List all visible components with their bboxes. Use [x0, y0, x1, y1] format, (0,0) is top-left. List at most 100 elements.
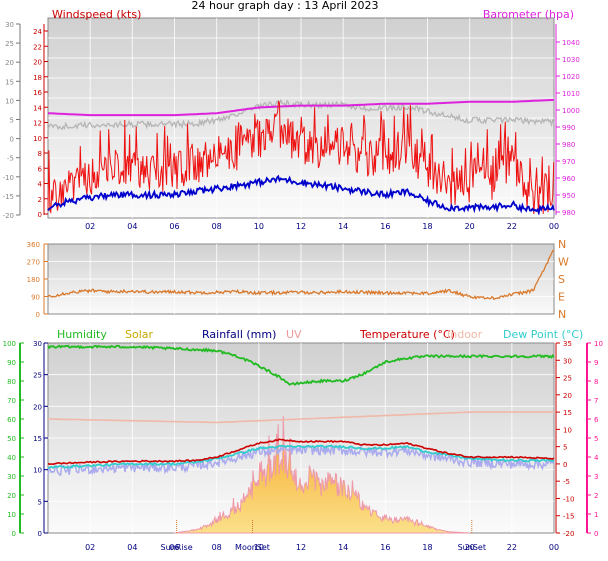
humidity-axis-label: 90 — [7, 359, 16, 367]
compass-label: S — [558, 273, 565, 286]
legend-uv: UV — [286, 328, 302, 341]
moonset-marker-label: MoonSet — [235, 543, 270, 552]
panel-temperature: Humidity Solar Rainfall (mm) UV Temperat… — [3, 328, 603, 552]
barometer-axis-label: 990 — [562, 124, 575, 132]
sunset-marker-label: SunSet — [458, 543, 486, 552]
windspeed-axis-label: 8 — [38, 150, 42, 158]
x-tick-label: 02 — [85, 543, 95, 552]
temp-axis-label: -15 — [563, 513, 574, 521]
panel-temp-series — [47, 344, 555, 534]
series-barometer-line — [47, 98, 555, 117]
legend-humidity: Humidity — [57, 328, 107, 341]
direction-axis-label: 180 — [27, 276, 40, 284]
outer-axis-label: 5 — [10, 117, 14, 125]
humidity-axis-label: 40 — [7, 454, 16, 462]
legend-solar: Solar — [125, 328, 154, 341]
series-temperature-line — [47, 438, 555, 466]
windspeed-axis-label: 18 — [33, 74, 42, 82]
temp-axis-label: 0 — [563, 461, 567, 469]
rain-axis-label: 20 — [33, 403, 42, 411]
windspeed-axis-label: 24 — [33, 28, 42, 36]
barometer-axis-label: 1010 — [562, 90, 580, 98]
windspeed-axis-label: 2 — [38, 196, 42, 204]
temp-axis-label: 10 — [563, 426, 572, 434]
barometer-axis-label: 980 — [562, 209, 575, 217]
x-tick-label: 16 — [380, 543, 390, 552]
temp-axis-label: 25 — [563, 375, 572, 383]
legend-dewpoint: Dew Point (°C) — [503, 328, 583, 341]
x-tick-label: 10 — [254, 222, 264, 231]
series-solar-area — [174, 415, 470, 534]
humidity-axis-label: 30 — [7, 473, 16, 481]
series-ghost-line — [47, 98, 555, 131]
x-tick-label: 22 — [507, 543, 517, 552]
windspeed-axis-label: 6 — [38, 165, 43, 173]
direction-axis-label: 90 — [31, 294, 40, 302]
series-indoor-line — [47, 411, 554, 424]
barometer-axis-label: 960 — [562, 175, 575, 183]
direction-axis-label: 360 — [27, 241, 40, 249]
windspeed-axis-label: 16 — [33, 89, 42, 97]
uv-axis-label: 9 — [594, 359, 598, 367]
x-tick-label: 12 — [296, 222, 306, 231]
panel-temp-events: SunRise MoonSet SunSet — [161, 520, 486, 552]
humidity-axis-label: 10 — [7, 511, 16, 519]
compass-label: E — [558, 291, 565, 304]
temp-axis-label: 15 — [563, 409, 572, 417]
humidity-axis-label: 50 — [7, 435, 16, 443]
uv-axis-label: 5 — [594, 435, 598, 443]
humidity-axis-label: 70 — [7, 397, 16, 405]
series-windspeed-line — [47, 100, 555, 215]
uv-axis-label: 0 — [594, 530, 598, 538]
uv-axis-label: 8 — [594, 378, 598, 386]
series-dewpoint-line — [47, 444, 555, 470]
legend-indoor: Indoor — [447, 328, 483, 341]
legend-temperature: Temperature (°C) — [359, 328, 455, 341]
legend-rainfall: Rainfall (mm) — [202, 328, 276, 341]
humidity-axis-label: 80 — [7, 378, 16, 386]
windspeed-axis-label: 4 — [38, 181, 43, 189]
outer-axis-label: 10 — [5, 97, 14, 105]
compass-label: N — [558, 308, 566, 321]
outer-axis-label: -20 — [3, 212, 14, 220]
rain-axis-label: 5 — [38, 498, 42, 506]
outer-axis-label: 30 — [5, 21, 14, 29]
series-wind-direction-line — [47, 249, 555, 301]
chart-title: 24 hour graph day : 13 April 2023 — [192, 0, 379, 12]
direction-axis-label: 0 — [36, 311, 40, 319]
uv-axis-label: 4 — [594, 454, 599, 462]
panel-temp-legend: Humidity Solar Rainfall (mm) UV Temperat… — [57, 328, 583, 341]
rain-axis-label: 30 — [33, 340, 42, 348]
series-avg-windspeed-line — [47, 174, 555, 216]
uv-axis-label: 3 — [594, 473, 598, 481]
barometer-axis-label: 1020 — [562, 73, 580, 81]
barometer-label: Barometer (hpa) — [483, 8, 574, 21]
panel-temp-axes: 1009080706050403020100302520151050353025… — [3, 340, 603, 538]
barometer-axis-label: 1000 — [562, 107, 580, 115]
x-tick-label: 14 — [338, 543, 348, 552]
direction-axis-label: 270 — [27, 259, 40, 267]
x-tick-label: 04 — [127, 543, 137, 552]
x-tick-label: 20 — [465, 222, 475, 231]
uv-axis-label: 7 — [594, 397, 598, 405]
panel-wind: Windspeed (kts) Barometer (hpa) 30252015… — [3, 8, 580, 231]
panel-dir-series — [47, 249, 555, 301]
x-tick-label: 04 — [127, 222, 137, 231]
x-tick-label: 20 — [465, 543, 475, 552]
compass-label: W — [558, 256, 569, 269]
windspeed-axis-label: 10 — [33, 135, 42, 143]
outer-axis-label: 0 — [10, 136, 14, 144]
windspeed-label: Windspeed (kts) — [52, 8, 141, 21]
panel-wind-axes: 302520151050-5-10-15-2024222018161412108… — [3, 21, 580, 220]
barometer-axis-label: 1030 — [562, 56, 580, 64]
uv-axis-label: 6 — [594, 416, 599, 424]
panel-temp-x-ticks: 02 04 06 08 10 12 14 16 18 20 22 00 — [85, 543, 559, 552]
temp-axis-label: 5 — [563, 444, 567, 452]
temp-axis-label: 20 — [563, 392, 572, 400]
outer-axis-label: -15 — [3, 193, 14, 201]
x-tick-label: 18 — [422, 222, 432, 231]
windspeed-axis-label: 0 — [38, 211, 42, 219]
